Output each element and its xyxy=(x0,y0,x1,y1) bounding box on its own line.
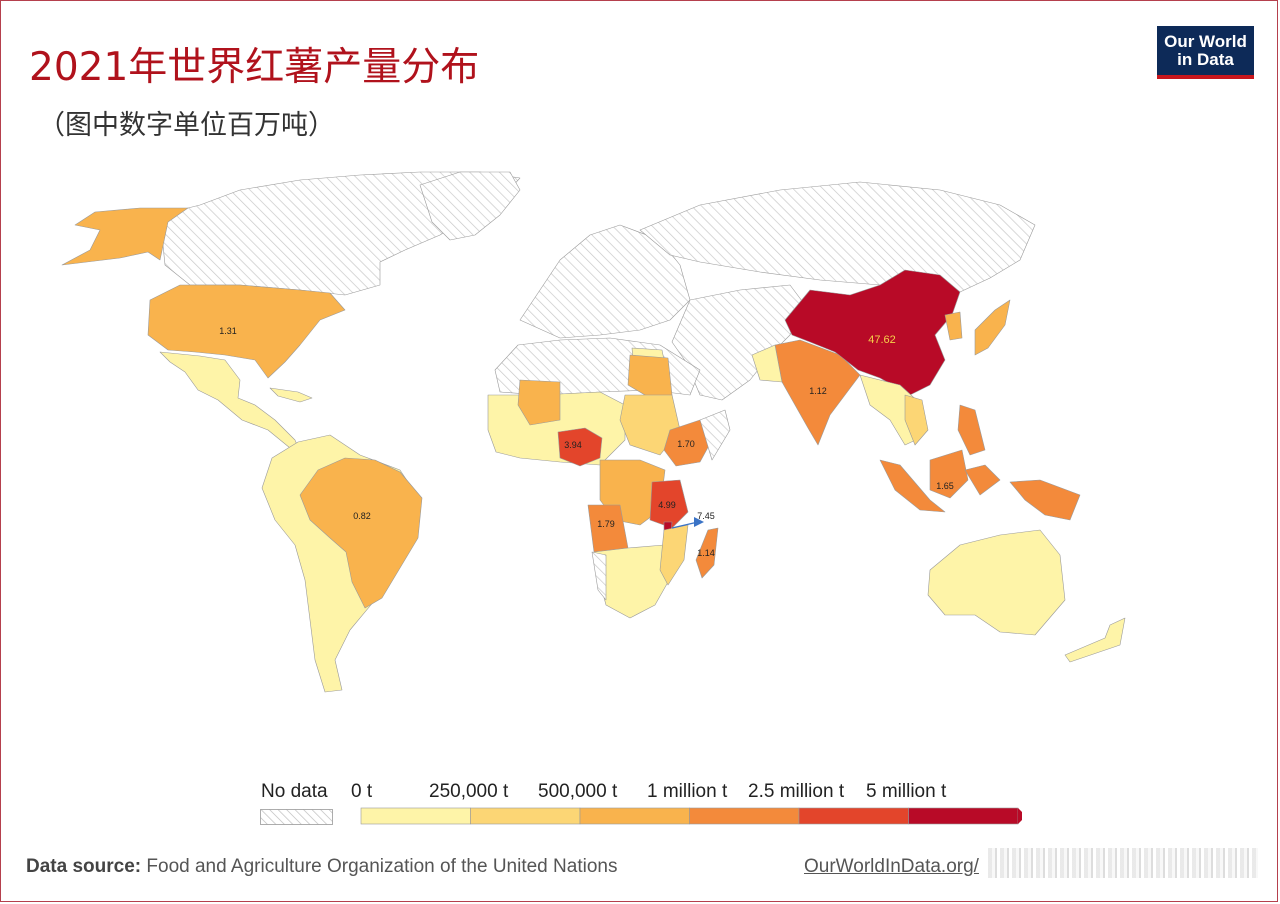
region-china xyxy=(784,269,961,396)
label-madagascar: 1.14 xyxy=(697,548,715,558)
world-map: 47.62 4.99 7.45 3.94 1.79 1.70 1.65 1.31… xyxy=(61,171,1126,693)
label-malawi: 7.45 xyxy=(697,511,715,521)
region-europe xyxy=(519,224,691,339)
logo-line-2: in Data xyxy=(1177,50,1234,69)
malawi-leader-line xyxy=(671,521,699,529)
region-caribbean xyxy=(269,387,313,403)
label-ethiopia: 1.70 xyxy=(677,439,695,449)
footer-source: Data source: Food and Agriculture Organi… xyxy=(26,856,617,878)
chart-subtitle: （图中数字单位百万吨） xyxy=(38,110,335,141)
region-mozambique xyxy=(659,524,689,586)
region-tanzania xyxy=(649,479,689,529)
region-australia xyxy=(927,529,1066,636)
owid-logo[interactable]: Our World in Data xyxy=(1157,26,1254,79)
region-nigeria xyxy=(557,427,603,467)
label-brazil: 0.82 xyxy=(353,511,371,521)
label-india: 1.12 xyxy=(809,386,827,396)
region-korea xyxy=(944,311,963,341)
region-central-north-africa xyxy=(619,394,681,456)
region-pakistan xyxy=(751,344,783,383)
legend-label-2: 500,000 t xyxy=(538,781,618,802)
region-new-guinea xyxy=(1009,479,1081,521)
legend-label-3: 1 million t xyxy=(647,781,728,802)
legend-bin-0 xyxy=(360,807,471,825)
region-indonesia-east xyxy=(964,464,1001,496)
label-indonesia: 1.65 xyxy=(936,481,954,491)
region-alaska xyxy=(61,207,189,266)
legend-bin-5 xyxy=(908,807,1019,825)
region-russia xyxy=(639,181,1036,293)
label-tanzania: 4.99 xyxy=(658,500,676,510)
region-brazil xyxy=(299,457,423,609)
legend-bin-2 xyxy=(579,807,690,825)
label-nigeria: 3.94 xyxy=(564,440,582,450)
region-greenland xyxy=(419,171,521,241)
malawi-leader-arrow xyxy=(694,517,704,527)
footer-source-text: Food and Agriculture Organization of the… xyxy=(146,856,618,877)
region-new-zealand xyxy=(1064,617,1126,663)
region-india xyxy=(774,339,861,446)
legend-arrow-tip xyxy=(1018,808,1022,824)
legend-label-0: 0 t xyxy=(351,781,373,802)
region-usa xyxy=(147,284,346,379)
region-madagascar xyxy=(695,527,719,579)
legend-color-bar xyxy=(360,807,1022,825)
obscured-watermark xyxy=(988,848,1258,878)
region-vietnam xyxy=(904,394,929,446)
owid-link[interactable]: OurWorldInData.org/ xyxy=(804,856,979,877)
label-angola: 1.79 xyxy=(597,519,615,529)
region-somalia xyxy=(699,409,731,461)
region-namibia xyxy=(591,551,607,601)
region-southeast-asia xyxy=(859,374,923,446)
label-china: 47.62 xyxy=(868,334,896,346)
legend-no-data-swatch xyxy=(260,809,333,825)
legend-label-4: 2.5 million t xyxy=(748,781,845,802)
legend-label-1: 250,000 t xyxy=(429,781,509,802)
legend-bin-3 xyxy=(689,807,800,825)
region-indonesia-sumatra xyxy=(879,459,946,513)
region-indonesia-borneo xyxy=(929,449,969,499)
footer-source-label: Data source: xyxy=(26,856,142,877)
region-philippines xyxy=(957,404,986,456)
region-sudan xyxy=(627,354,673,399)
region-japan xyxy=(974,299,1011,356)
legend-bin-4 xyxy=(798,807,909,825)
legend-label-5: 5 million t xyxy=(866,781,947,802)
chart-title: 2021年世界红薯产量分布 xyxy=(29,45,480,90)
region-mali xyxy=(517,379,561,426)
legend-bin-1 xyxy=(470,807,581,825)
label-usa: 1.31 xyxy=(219,326,237,336)
legend-no-data-label: No data xyxy=(261,781,328,802)
logo-line-1: Our World xyxy=(1164,32,1247,51)
